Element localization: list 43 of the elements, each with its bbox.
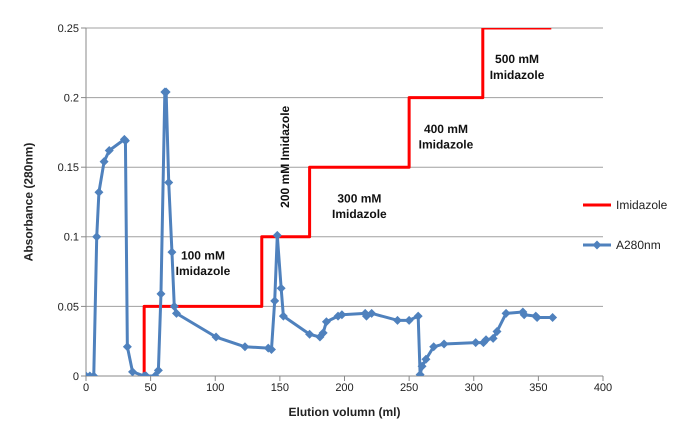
annotation: 200 mM Imidazole	[278, 105, 292, 208]
legend-label: Imidazole	[616, 198, 668, 212]
x-axis-title: Elution volumn (ml)	[288, 405, 400, 419]
point	[94, 188, 104, 197]
point	[128, 367, 138, 376]
x-tick-label: 300	[464, 382, 483, 394]
point	[418, 362, 427, 371]
point	[240, 342, 250, 352]
y-tick-label: 0.25	[58, 22, 79, 35]
annotation: 100 mM Imidazole	[176, 248, 231, 278]
x-tick-label: 150	[270, 382, 290, 394]
x-tick-label: 0	[82, 382, 90, 394]
point	[104, 146, 114, 155]
x-tick-label: 200	[335, 382, 354, 394]
point	[305, 330, 314, 339]
y-tick-label: 0.1	[64, 232, 79, 244]
legend-label: A280nm	[616, 238, 661, 252]
point	[100, 157, 109, 166]
annotation: 300 mM Imidazole	[332, 191, 388, 221]
point	[322, 317, 331, 326]
y-tick-label: 0.05	[58, 301, 79, 314]
x-tick-label: 50	[144, 382, 157, 394]
x-tick-label: 400	[594, 382, 612, 394]
point	[172, 308, 181, 318]
x-tick-label: 100	[206, 382, 224, 394]
point	[212, 332, 221, 342]
y-tick-label: 0.2	[64, 92, 79, 105]
point	[488, 334, 498, 343]
y-tick-label: 0.15	[58, 162, 79, 174]
point	[429, 342, 438, 352]
point	[404, 316, 414, 325]
point	[392, 316, 402, 325]
point	[318, 328, 328, 338]
point	[482, 335, 491, 344]
x-tick-label: 350	[529, 382, 548, 394]
y-axis-title: Absorbance (280nm)	[21, 142, 36, 262]
point	[278, 312, 288, 321]
y-tick-label: 0	[72, 370, 79, 383]
point	[492, 326, 502, 336]
x-tick-label: 250	[400, 382, 418, 394]
annotation: 400 mM Imidazole	[418, 122, 474, 152]
annotation: 500 mM Imidazole	[490, 52, 545, 82]
point	[421, 354, 430, 364]
